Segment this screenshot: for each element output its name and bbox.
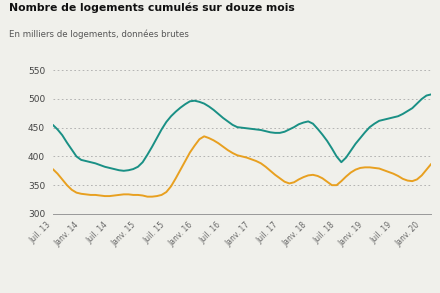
Text: Nombre de logements cumulés sur douze mois: Nombre de logements cumulés sur douze mo… <box>9 3 294 13</box>
Text: En milliers de logements, données brutes: En milliers de logements, données brutes <box>9 29 189 39</box>
